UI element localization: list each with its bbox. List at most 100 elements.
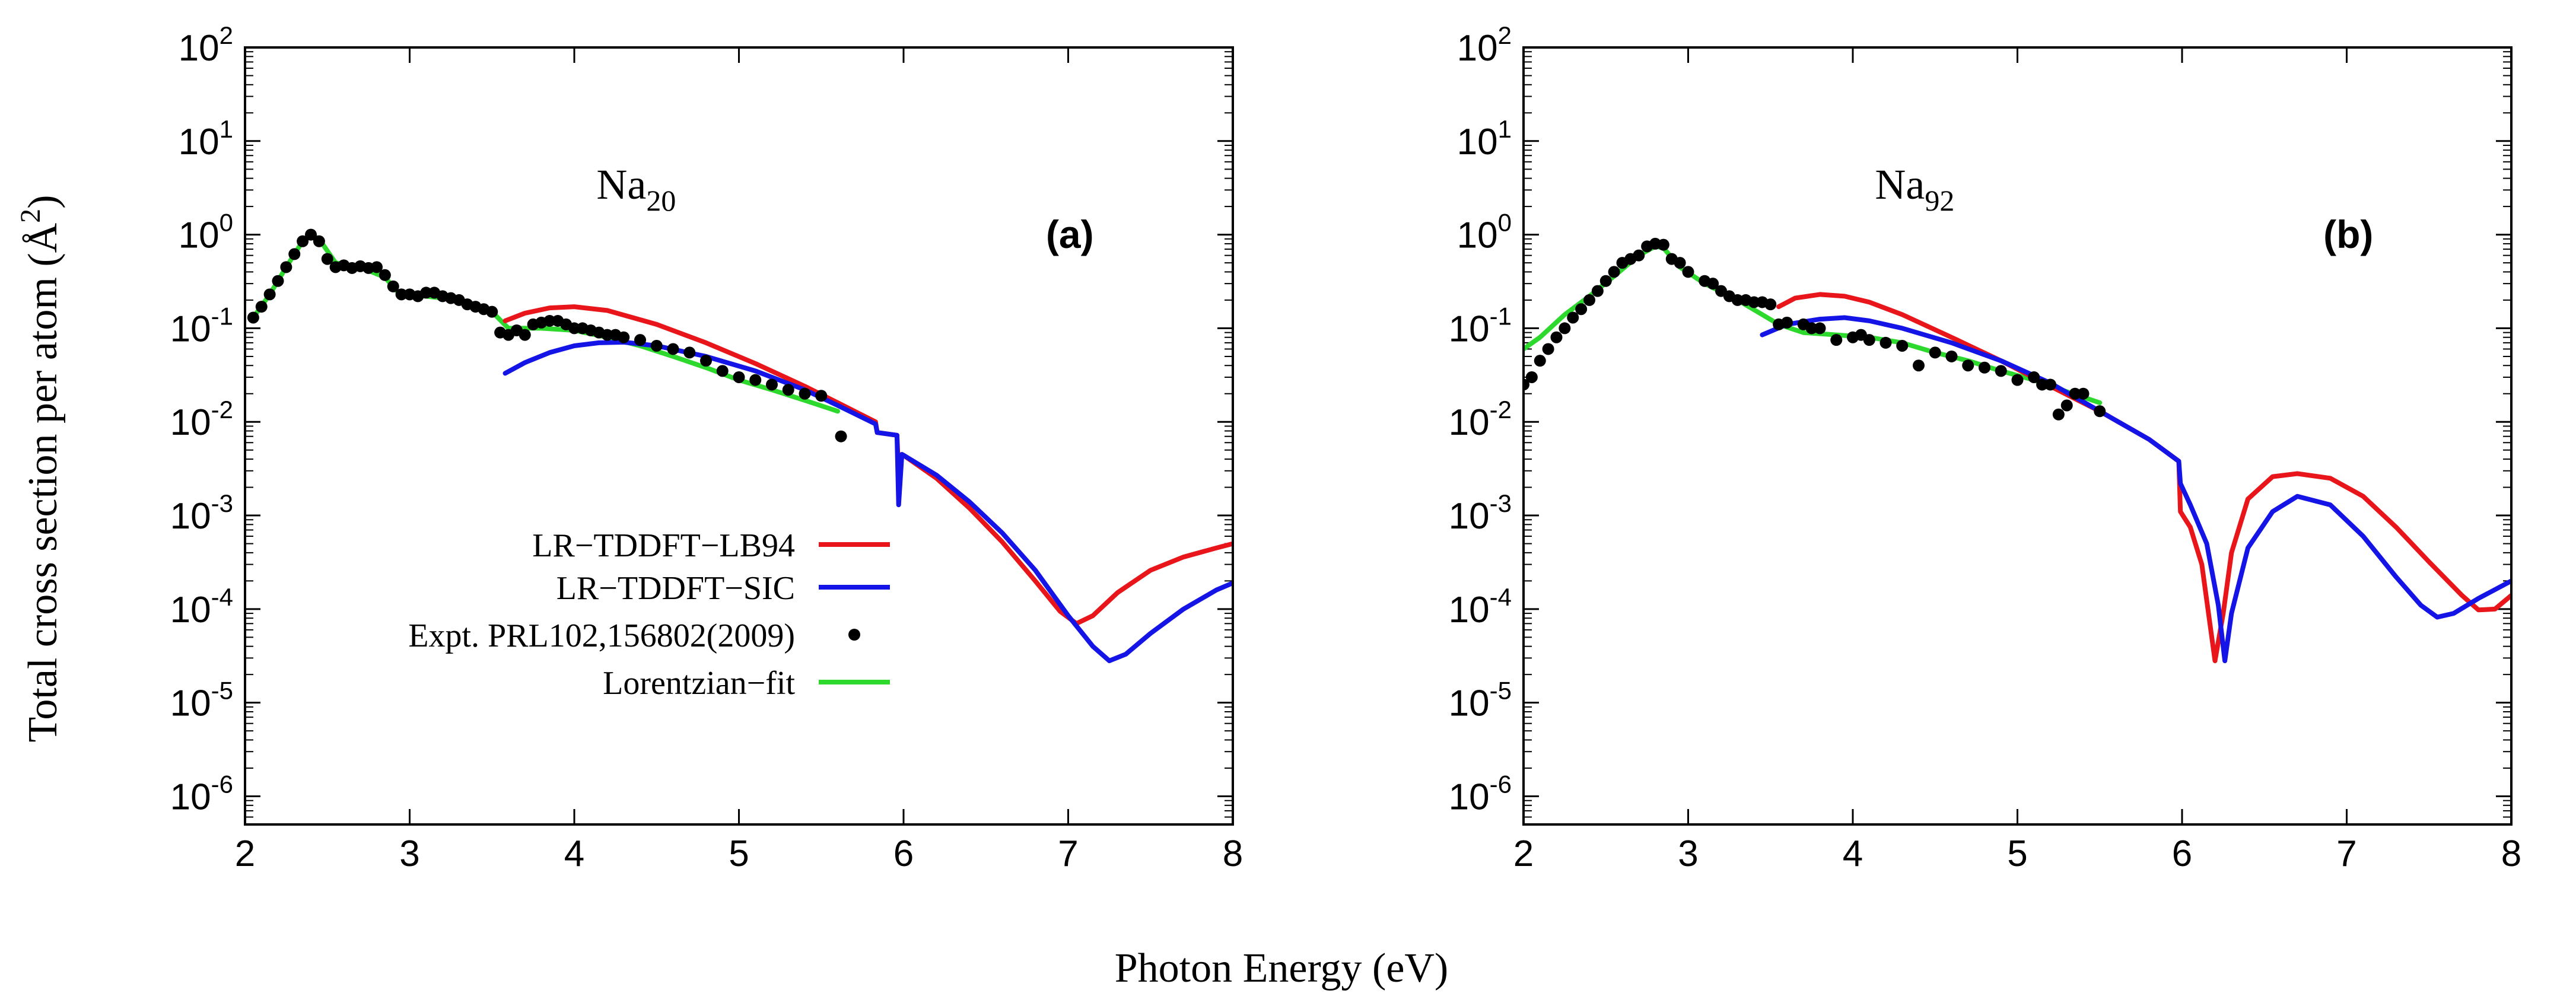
panel-b-x-tick-label: 5 bbox=[2007, 833, 2027, 874]
panel-a-expt-point bbox=[683, 346, 696, 359]
legend-entry-lb94: LR−TDDFT−LB94 bbox=[532, 527, 890, 564]
panel-a-x-tick-label: 7 bbox=[1058, 833, 1078, 874]
panel-b-expt-point bbox=[1550, 331, 1563, 343]
panel-b-expt-point bbox=[2094, 405, 2106, 418]
panel-a-expt-point bbox=[321, 253, 333, 265]
panel-a-y-tick-label: 10-4 bbox=[170, 583, 233, 631]
panel-b-series-expt bbox=[1524, 237, 2106, 421]
panel-a-y-tick-label: 101 bbox=[179, 115, 233, 163]
panel-a-series-sic-line bbox=[503, 339, 1233, 664]
panel-a-legend: LR−TDDFT−LB94 LR−TDDFT−SIC Expt. PRL102,15… bbox=[408, 527, 890, 702]
panel-b-expt-point bbox=[1575, 303, 1588, 316]
panel-b-y-tick-base: 10 bbox=[1449, 496, 1490, 537]
panel-b-expt-point bbox=[1599, 275, 1612, 287]
panel-a-expt-point bbox=[766, 378, 778, 391]
legend-entry-fit: Lorentzian−fit bbox=[603, 665, 890, 702]
panel-a-y-tick-base: 10 bbox=[179, 28, 220, 69]
panel-b-y-tick-exponent: -5 bbox=[1490, 677, 1512, 705]
panel-a-y-tick-base: 10 bbox=[170, 496, 211, 537]
panel-a-expt-point bbox=[782, 384, 794, 396]
panel-b-y-tick-base: 10 bbox=[1449, 776, 1490, 817]
panel-a-y-tick-label: 10-1 bbox=[170, 302, 233, 349]
panel-a-y-tick-exponent: 0 bbox=[220, 209, 233, 237]
panel-b-expt-point bbox=[1707, 278, 1719, 290]
panel-a-x-tick-label: 2 bbox=[235, 833, 255, 874]
panel-b-y-tick-exponent: -4 bbox=[1490, 583, 1512, 611]
panel-b-expt-point bbox=[1764, 298, 1777, 311]
panel-b-y-tick-base: 10 bbox=[1457, 28, 1498, 69]
panel-b-expt-point bbox=[1979, 361, 1990, 374]
panel-b-y-tick-exponent: 0 bbox=[1498, 209, 1512, 237]
panel-b-y-tick-label: 10-6 bbox=[1449, 770, 1512, 817]
panel-b-x-tick-label: 2 bbox=[1513, 833, 1534, 874]
panel-a-expt-point bbox=[700, 355, 712, 367]
panel-b-label: (b) bbox=[2323, 212, 2373, 256]
panel-a-expt-point bbox=[568, 322, 580, 335]
panel-b-expt-point bbox=[1896, 339, 1909, 352]
panel-a-y-tick-base: 10 bbox=[170, 402, 211, 443]
panel-b-expt-point bbox=[1879, 336, 1892, 349]
legend-entry-expt: Expt. PRL102,156802(2009) bbox=[408, 617, 860, 654]
panel-a-x-tick-label: 6 bbox=[893, 833, 914, 874]
panel-b-series-lb94-line bbox=[1776, 292, 2511, 664]
legend-swatch-expt bbox=[848, 629, 860, 641]
panel-a-expt-point bbox=[272, 275, 284, 287]
panel-a-y-tick-exponent: -3 bbox=[211, 489, 233, 517]
panel-b-expt-point bbox=[1781, 316, 1793, 329]
panel-a-frame bbox=[244, 46, 1234, 826]
panel-b-expt-point bbox=[1731, 294, 1744, 306]
panel-a-expt-point bbox=[247, 311, 259, 324]
panel-a-y-tick-base: 10 bbox=[170, 776, 211, 817]
panel-b-expt-point bbox=[2060, 399, 2073, 412]
panel-b-y-tick-exponent: -6 bbox=[1490, 770, 1512, 798]
panel-a-y-tick-exponent: -1 bbox=[211, 302, 233, 330]
panel-a-expt-point bbox=[519, 329, 531, 341]
panel-b-expt-point bbox=[2044, 378, 2056, 391]
legend-label-expt: Expt. PRL102,156802(2009) bbox=[408, 617, 795, 654]
y-axis-label: Total cross section per atom (Å2) bbox=[15, 195, 66, 742]
panel-a-y-tick-base: 10 bbox=[170, 590, 211, 631]
panel-a-expt-point bbox=[733, 371, 745, 383]
panel-b-expt-point bbox=[2052, 408, 2065, 421]
y-axis-label-close: ) bbox=[20, 195, 66, 208]
panel-a-expt-point bbox=[255, 301, 268, 313]
panel-a-y-tick-exponent: -6 bbox=[211, 770, 233, 798]
panel-b-cluster-label: Na92 bbox=[1875, 161, 1954, 217]
panel-a-expt-point bbox=[667, 343, 679, 355]
panel-a-expt-point bbox=[835, 430, 847, 442]
panel-b-expt-point bbox=[1962, 359, 1974, 372]
panel-b-expt-point bbox=[1814, 322, 1826, 335]
panel-a-expt-point bbox=[263, 288, 276, 301]
panel-b-y-tick-base: 10 bbox=[1449, 590, 1490, 631]
panel-a-expt-point bbox=[395, 288, 408, 301]
panel-b-x-tick-label: 6 bbox=[2172, 833, 2192, 874]
panel-a-expt-point bbox=[815, 390, 828, 402]
legend-entry-sic: LR−TDDFT−SIC bbox=[556, 570, 890, 607]
panel-a-y-tick-exponent: -4 bbox=[211, 583, 233, 611]
panel-a-y-tick-exponent: -2 bbox=[211, 396, 233, 424]
panel-a-expt-point bbox=[618, 331, 630, 343]
panel-a-expt-point bbox=[749, 374, 762, 386]
panel-b-expt-point bbox=[2077, 387, 2090, 400]
panel-b-expt-point bbox=[1945, 350, 1958, 362]
panel-a-expt-point bbox=[420, 286, 432, 299]
panel-b-frame bbox=[1522, 46, 2513, 826]
panel-a-expt-point bbox=[313, 235, 325, 247]
panel-b-y-tick-label: 10-5 bbox=[1449, 677, 1512, 724]
panel-b-y-tick-exponent: 1 bbox=[1498, 115, 1512, 143]
panel-b-expt-point bbox=[1995, 365, 2007, 377]
panel-b-series-sic-line bbox=[1760, 315, 2511, 664]
panel-b-expt-point bbox=[1657, 238, 1669, 251]
y-axis-label-unit-sup: 2 bbox=[15, 209, 46, 223]
panel-a-y-tick-label: 10-6 bbox=[170, 770, 233, 817]
panel-a-cluster-subscript: 20 bbox=[646, 184, 676, 217]
panel-a-series-expt bbox=[247, 228, 847, 442]
panel-a-y-tick-exponent: 2 bbox=[220, 21, 233, 49]
panel-b-x-tick-label: 7 bbox=[2336, 833, 2356, 874]
panel-a-y-tick-base: 10 bbox=[179, 122, 220, 163]
panel-b-expt-point bbox=[1525, 371, 1538, 383]
legend-label-sic: LR−TDDFT−SIC bbox=[556, 570, 795, 607]
panel-a-y-tick-label: 10-5 bbox=[170, 677, 233, 724]
panel-a-y-tick-label: 102 bbox=[179, 21, 233, 69]
